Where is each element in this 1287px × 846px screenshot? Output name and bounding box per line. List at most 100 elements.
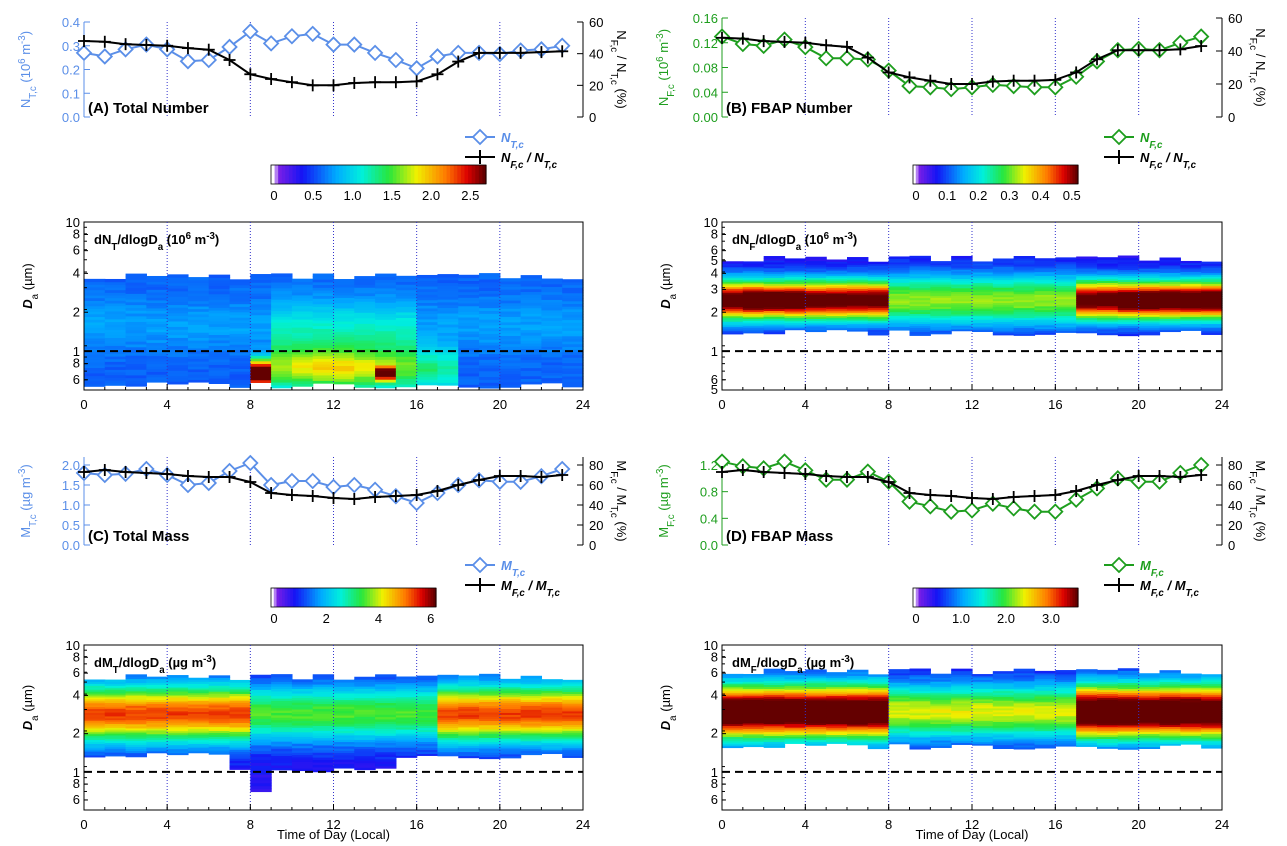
heatmap-cell (146, 366, 168, 370)
heatmap-cell (312, 686, 335, 690)
heatmap-cell (909, 271, 931, 275)
heatmap-cell (1159, 288, 1181, 292)
heatmap-cell (1201, 722, 1223, 725)
heatmap-cell (562, 718, 584, 722)
right-tick-label: 20 (1228, 77, 1242, 92)
colorbar-swatch (1034, 165, 1038, 184)
heatmap-cell (930, 688, 952, 691)
heatmap-cell (437, 301, 459, 306)
heatmap-cell (1013, 726, 1036, 730)
heatmap-cell (784, 315, 806, 318)
heatmap-cell (784, 707, 806, 710)
heatmap-cell (229, 290, 251, 294)
heatmap-cell (187, 337, 210, 341)
heatmap-cell (208, 695, 231, 698)
heatmap-cell (208, 312, 231, 317)
heatmap-cell (805, 277, 827, 280)
heatmap-cell (208, 685, 231, 688)
heatmap-cell (1097, 270, 1119, 274)
heatmap-cell (250, 744, 272, 749)
heatmap-cell (208, 708, 231, 712)
heatmap-cell (1076, 326, 1098, 330)
heatmap-cell (930, 730, 952, 734)
colorbar-swatch (460, 165, 466, 184)
heatmap-cell (1201, 687, 1223, 690)
colorbar-swatch (940, 165, 944, 184)
heatmap-cell (722, 721, 744, 725)
heatmap-cell (354, 381, 376, 385)
heatmap-cell (1034, 709, 1056, 712)
heatmap-cell (229, 362, 251, 367)
heatmap-cell (84, 294, 106, 299)
heatmap-cell (479, 313, 501, 317)
heatmap-cell (867, 705, 890, 709)
heatmap-cell (1034, 670, 1056, 674)
heatmap-cell (375, 350, 397, 355)
heatmap-cell (1076, 732, 1098, 736)
heatmap-cell (208, 687, 231, 690)
heatmap-cell (1097, 272, 1119, 276)
heatmap-cell (291, 300, 314, 304)
heatmap-cell (888, 702, 911, 706)
heatmap-cell (146, 352, 168, 357)
heatmap-cell (416, 721, 439, 725)
heatmap-cell (458, 314, 480, 318)
heatmap-cell (84, 286, 106, 291)
heatmap-cell (354, 373, 376, 377)
heatmap-cell (312, 698, 335, 702)
heatmap-cell (1097, 701, 1119, 704)
heatmap-cell (104, 691, 127, 694)
colorbar-swatch (913, 165, 917, 184)
heatmap-cell (763, 256, 786, 259)
heatmap-cell (208, 679, 231, 682)
heatmap-cell (1117, 255, 1140, 259)
heatmap-cell (104, 281, 127, 285)
heatmap-cell (888, 287, 911, 291)
heatmap-cell (125, 721, 147, 725)
heatmap-cell (909, 686, 931, 690)
heatmap-cell (763, 674, 786, 678)
heatmap-cell (271, 347, 293, 352)
heatmap-cell (1076, 273, 1098, 277)
heatmap-cell (312, 761, 335, 765)
left-tick-label: 0.00 (693, 110, 718, 125)
heatmap-cell (354, 359, 376, 363)
colorbar-swatch (932, 588, 936, 607)
heatmap-cell (1013, 323, 1036, 326)
heatmap-cell (1159, 290, 1181, 294)
heatmap-cell (312, 325, 335, 329)
heatmap-cell (146, 368, 168, 372)
heatmap-cell (84, 729, 106, 733)
heatmap-cell (271, 296, 293, 300)
heatmap-cell (479, 728, 501, 732)
heatmap-cell (187, 707, 210, 711)
colorbar-swatch (375, 588, 379, 607)
heatmap-cell (1055, 281, 1077, 285)
heatmap-cell (805, 690, 827, 693)
heatmap-cell (375, 674, 397, 678)
colorbar-swatch (1028, 165, 1032, 184)
heatmap-cell (826, 705, 848, 709)
heatmap-cell (312, 358, 335, 362)
heatmap-cell (888, 296, 911, 300)
colorbar-swatch (943, 165, 947, 184)
heatmap-cell (333, 336, 355, 340)
heatmap-cell (499, 313, 522, 317)
heatmap-cell (479, 379, 501, 383)
heatmap-cell (562, 751, 584, 755)
heatmap-cell (354, 695, 376, 699)
heatmap-cell (208, 318, 231, 322)
heatmap-cell (826, 324, 848, 327)
heatmap-cell (125, 327, 147, 331)
heatmap-cell (291, 759, 314, 762)
heatmap-cell (805, 720, 827, 724)
heatmap-cell (1013, 281, 1036, 285)
heatmap-cell (1117, 743, 1140, 746)
heatmap-cell (888, 313, 911, 316)
heatmap-cell (395, 309, 418, 313)
heatmap-cell (395, 356, 418, 360)
heatmap-cell (104, 689, 127, 692)
diamond-marker (901, 493, 918, 510)
heatmap-cell (951, 304, 973, 307)
